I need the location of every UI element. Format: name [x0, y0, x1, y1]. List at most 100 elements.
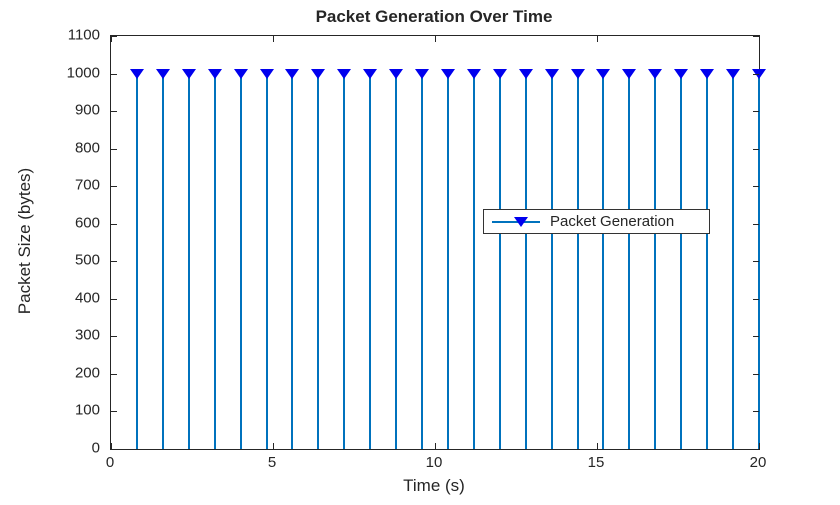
triangle-down-marker-icon [466, 68, 481, 79]
y-tick-label: 100 [74, 401, 100, 419]
triangle-down-marker-icon [129, 68, 144, 79]
x-tick-mark [597, 36, 598, 42]
triangle-down-marker-icon [233, 68, 248, 79]
stem [187, 73, 190, 449]
y-tick-label: 0 [91, 439, 100, 457]
y-tick-mark [111, 73, 117, 75]
y-tick-label: 900 [74, 101, 100, 119]
stem [628, 73, 631, 449]
stem [421, 73, 424, 449]
triangle-down-marker-icon [389, 68, 404, 79]
stem [706, 73, 709, 449]
stem [395, 73, 398, 449]
legend-swatch [484, 210, 546, 233]
y-tick-mark [111, 298, 117, 300]
triangle-down-marker-icon [285, 68, 300, 79]
x-tick-mark [435, 443, 436, 449]
stem [265, 73, 268, 449]
y-tick-mark [753, 73, 759, 75]
y-tick-mark [753, 373, 759, 375]
y-tick-label: 800 [74, 139, 100, 157]
x-tick-mark [111, 36, 112, 42]
triangle-down-marker-icon [337, 68, 352, 79]
legend-label: Packet Generation [550, 213, 675, 230]
stem [161, 73, 164, 449]
triangle-down-marker-icon [492, 68, 507, 79]
x-axis-label: Time (s) [403, 476, 465, 495]
triangle-down-marker-icon [622, 68, 637, 79]
triangle-down-marker-icon [570, 68, 585, 79]
stem [758, 73, 760, 449]
stem [524, 73, 527, 449]
y-tick-label: 600 [74, 214, 100, 232]
triangle-down-marker-icon [648, 68, 663, 79]
y-tick-mark [753, 449, 759, 450]
triangle-down-marker-icon [726, 68, 741, 79]
stem [446, 73, 449, 449]
y-tick-mark [111, 111, 117, 113]
y-tick-mark [111, 411, 117, 413]
y-tick-mark [753, 148, 759, 150]
x-tick-mark [435, 36, 436, 42]
triangle-down-marker-icon [181, 68, 196, 79]
stem [135, 73, 138, 449]
stem [550, 73, 553, 449]
y-tick-mark [111, 449, 117, 450]
y-tick-label: 700 [74, 176, 100, 194]
stem [498, 73, 501, 449]
stem [239, 73, 242, 449]
legend: Packet Generation [483, 209, 710, 234]
y-tick-mark [753, 261, 759, 263]
stem [472, 73, 475, 449]
triangle-down-marker-icon [440, 68, 455, 79]
y-tick-label: 200 [74, 364, 100, 382]
stem [343, 73, 346, 449]
stem [369, 73, 372, 449]
triangle-down-marker-icon [700, 68, 715, 79]
x-tick-mark [111, 443, 112, 449]
triangle-down-marker-icon [596, 68, 611, 79]
x-tick-label: 15 [587, 454, 605, 471]
x-tick-mark [597, 443, 598, 449]
y-tick-mark [753, 411, 759, 413]
stem [602, 73, 605, 449]
x-tick-label: 10 [425, 454, 443, 471]
triangle-down-marker-icon [311, 68, 326, 79]
y-tick-mark [111, 336, 117, 338]
triangle-down-marker-icon [363, 68, 378, 79]
y-tick-mark [753, 298, 759, 300]
y-tick-mark [753, 223, 759, 225]
stem [317, 73, 320, 449]
y-tick-label: 500 [74, 251, 100, 269]
x-tick-mark [273, 443, 274, 449]
triangle-down-marker-icon [752, 68, 766, 79]
x-tick-label: 20 [749, 454, 767, 471]
y-tick-mark [753, 336, 759, 338]
triangle-down-marker-icon [259, 68, 274, 79]
y-tick-mark [753, 186, 759, 188]
stem [291, 73, 294, 449]
stem [576, 73, 579, 449]
stem [654, 73, 657, 449]
y-tick-mark [111, 36, 117, 37]
x-tick-label: 5 [267, 454, 277, 471]
y-tick-mark [111, 261, 117, 263]
stem [732, 73, 735, 449]
y-tick-label: 1100 [67, 26, 100, 44]
y-tick-mark [753, 36, 759, 37]
y-tick-label: 400 [74, 289, 100, 307]
triangle-down-marker-icon [674, 68, 689, 79]
triangle-down-marker-icon [544, 68, 559, 79]
triangle-down-marker-icon [155, 68, 170, 79]
y-tick-label: 300 [74, 326, 100, 344]
y-tick-label: 1000 [66, 64, 100, 82]
y-axis-label: Packet Size (bytes) [15, 167, 34, 315]
y-tick-mark [753, 111, 759, 113]
plot-area [110, 35, 766, 450]
triangle-down-marker-icon [207, 68, 222, 79]
x-tick-mark [759, 443, 760, 449]
triangle-down-marker-icon [518, 68, 533, 79]
y-tick-mark [111, 186, 117, 188]
stem [680, 73, 683, 449]
